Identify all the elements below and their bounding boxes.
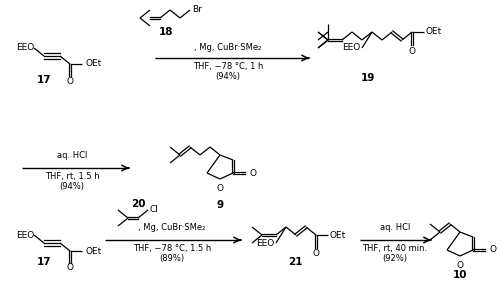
Text: 10: 10	[453, 270, 467, 280]
Text: O: O	[66, 263, 73, 273]
Text: , Mg, CuBr·SMe₂: , Mg, CuBr·SMe₂	[138, 224, 205, 232]
Text: O: O	[66, 76, 73, 86]
Text: (94%): (94%)	[60, 183, 84, 191]
Text: O: O	[408, 47, 416, 55]
Text: EEO: EEO	[342, 43, 360, 53]
Text: O: O	[312, 250, 320, 258]
Text: (89%): (89%)	[160, 255, 184, 263]
Text: 9: 9	[216, 200, 224, 210]
Text: Cl: Cl	[150, 206, 159, 214]
Text: O: O	[456, 261, 464, 270]
Text: OEt: OEt	[85, 247, 101, 255]
Text: , Mg, CuBr·SMe₂: , Mg, CuBr·SMe₂	[194, 42, 262, 52]
Text: THF, rt, 1.5 h: THF, rt, 1.5 h	[44, 173, 100, 181]
Text: THF, −78 °C, 1 h: THF, −78 °C, 1 h	[193, 63, 263, 71]
Text: 19: 19	[361, 73, 375, 83]
Text: aq. HCl: aq. HCl	[380, 224, 410, 232]
Text: O: O	[490, 245, 497, 255]
Text: OEt: OEt	[426, 27, 442, 37]
Text: THF, −78 °C, 1.5 h: THF, −78 °C, 1.5 h	[133, 245, 211, 253]
Text: EEO: EEO	[16, 43, 34, 53]
Text: 21: 21	[288, 257, 302, 267]
Text: EEO: EEO	[16, 230, 34, 240]
Text: 17: 17	[36, 257, 52, 267]
Text: OEt: OEt	[85, 60, 101, 68]
Text: (94%): (94%)	[216, 73, 240, 81]
Text: 17: 17	[36, 75, 52, 85]
Text: OEt: OEt	[330, 230, 346, 240]
Text: THF, rt, 40 min.: THF, rt, 40 min.	[362, 245, 428, 253]
Text: 20: 20	[131, 199, 145, 209]
Text: O: O	[216, 184, 224, 193]
Text: EEO: EEO	[256, 238, 274, 248]
Text: aq. HCl: aq. HCl	[57, 152, 87, 160]
Text: O: O	[250, 168, 257, 178]
Text: (92%): (92%)	[382, 255, 407, 263]
Text: Br: Br	[192, 6, 202, 14]
Text: 18: 18	[159, 27, 174, 37]
